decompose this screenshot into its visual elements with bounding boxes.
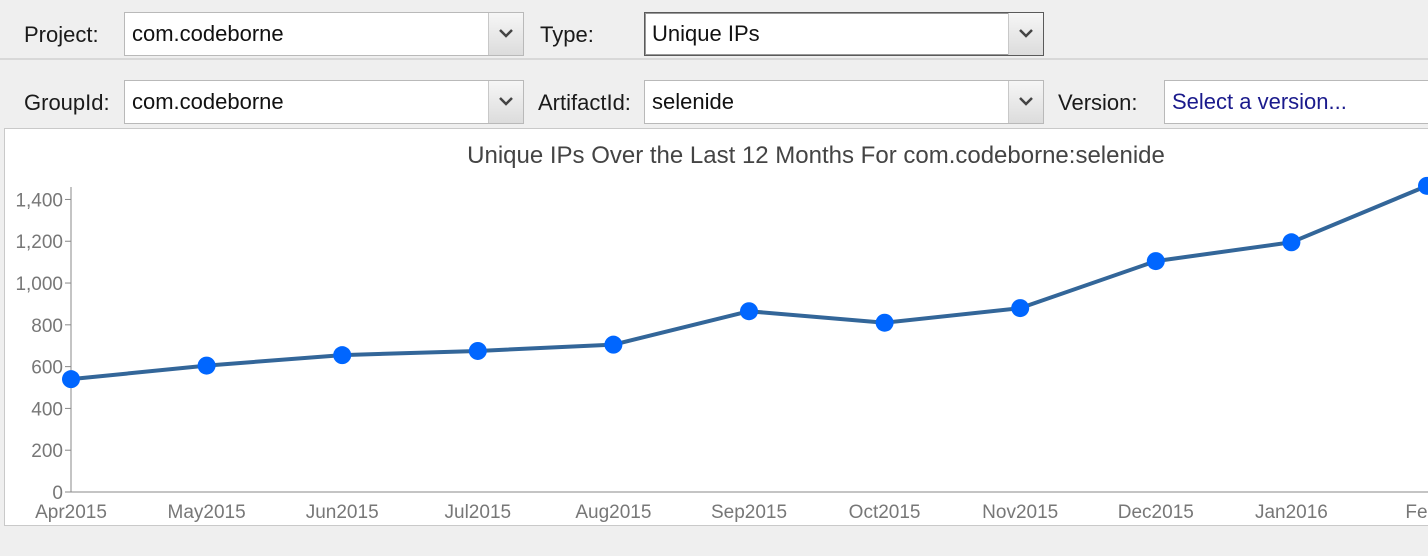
- data-point[interactable]: [62, 370, 80, 389]
- data-point[interactable]: [875, 313, 894, 332]
- chart-title: Unique IPs Over the Last 12 Months For c…: [467, 142, 1165, 169]
- artifact-id-select[interactable]: selenide: [644, 80, 1044, 124]
- y-axis-ticks: 0 200 400 600 800 1,000 1,200 1,400: [15, 190, 71, 504]
- y-tick-label: 1,400: [15, 190, 63, 211]
- type-dropdown-button[interactable]: [1008, 13, 1043, 55]
- y-tick-label: 1,000: [15, 274, 63, 295]
- x-tick-label: May2015: [168, 502, 246, 523]
- chart-panel: Unique IPs Over the Last 12 Months For c…: [4, 128, 1428, 526]
- x-tick-label: Sep2015: [711, 502, 787, 523]
- x-tick-label: Jul2015: [445, 502, 512, 523]
- series-unique-ips: [62, 176, 1428, 389]
- artifact-id-label: ArtifactId:: [538, 90, 631, 115]
- data-point[interactable]: [740, 302, 758, 321]
- project-label: Project:: [24, 22, 99, 47]
- series-line: [70, 184, 1428, 382]
- project-dropdown-button[interactable]: [488, 13, 523, 55]
- group-id-select-value: com.codeborne: [132, 89, 284, 114]
- line-chart: Unique IPs Over the Last 12 Months For c…: [15, 142, 1428, 523]
- chevron-down-icon: [499, 97, 513, 106]
- y-tick-label: 0: [52, 483, 63, 504]
- data-point[interactable]: [1418, 176, 1428, 195]
- y-tick-label: 1,200: [15, 232, 63, 253]
- chart-axes: [70, 187, 1428, 493]
- data-point[interactable]: [197, 356, 216, 375]
- artifact-id-select-value: selenide: [652, 89, 734, 114]
- y-tick-label: 800: [31, 316, 63, 337]
- filter-row-bottom: GroupId: com.codeborne ArtifactId: selen…: [0, 62, 1428, 128]
- type-label: Type:: [540, 22, 594, 47]
- x-axis-ticks: Apr2015 May2015 Jun2015 Jul2015 Aug2015 Sep20…: [35, 502, 1428, 523]
- version-label: Version:: [1058, 90, 1138, 115]
- x-tick-label: Aug2015: [575, 502, 651, 523]
- project-select-value: com.codeborne: [132, 21, 284, 46]
- data-point[interactable]: [604, 335, 623, 354]
- group-id-label: GroupId:: [24, 90, 110, 115]
- filter-row-top: Project: com.codeborne Type: Unique IPs: [0, 0, 1428, 60]
- data-point[interactable]: [1146, 252, 1165, 271]
- artifact-id-dropdown-button[interactable]: [1008, 81, 1043, 123]
- x-tick-label: Nov2015: [982, 502, 1058, 523]
- x-tick-label: Apr2015: [35, 502, 107, 523]
- x-tick-label: Feb2: [1405, 502, 1428, 523]
- data-point[interactable]: [1011, 299, 1030, 318]
- chevron-down-icon: [1019, 97, 1033, 106]
- data-point[interactable]: [1282, 233, 1301, 252]
- data-point[interactable]: [333, 346, 352, 365]
- y-tick-label: 600: [31, 358, 63, 379]
- type-select[interactable]: Unique IPs: [644, 12, 1044, 56]
- version-select[interactable]: Select a version...: [1164, 80, 1428, 124]
- chevron-down-icon: [1019, 29, 1033, 38]
- group-id-select[interactable]: com.codeborne: [124, 80, 524, 124]
- y-tick-label: 400: [31, 399, 63, 420]
- data-point[interactable]: [468, 341, 487, 360]
- x-tick-label: Jun2015: [306, 502, 379, 523]
- version-select-placeholder: Select a version...: [1172, 89, 1347, 114]
- project-select[interactable]: com.codeborne: [124, 12, 524, 56]
- x-tick-label: Dec2015: [1118, 502, 1194, 523]
- x-tick-label: Jan2016: [1255, 502, 1328, 523]
- y-tick-label: 200: [31, 441, 63, 462]
- group-id-dropdown-button[interactable]: [488, 81, 523, 123]
- chevron-down-icon: [499, 29, 513, 38]
- x-tick-label: Oct2015: [849, 502, 921, 523]
- type-select-value: Unique IPs: [652, 21, 760, 46]
